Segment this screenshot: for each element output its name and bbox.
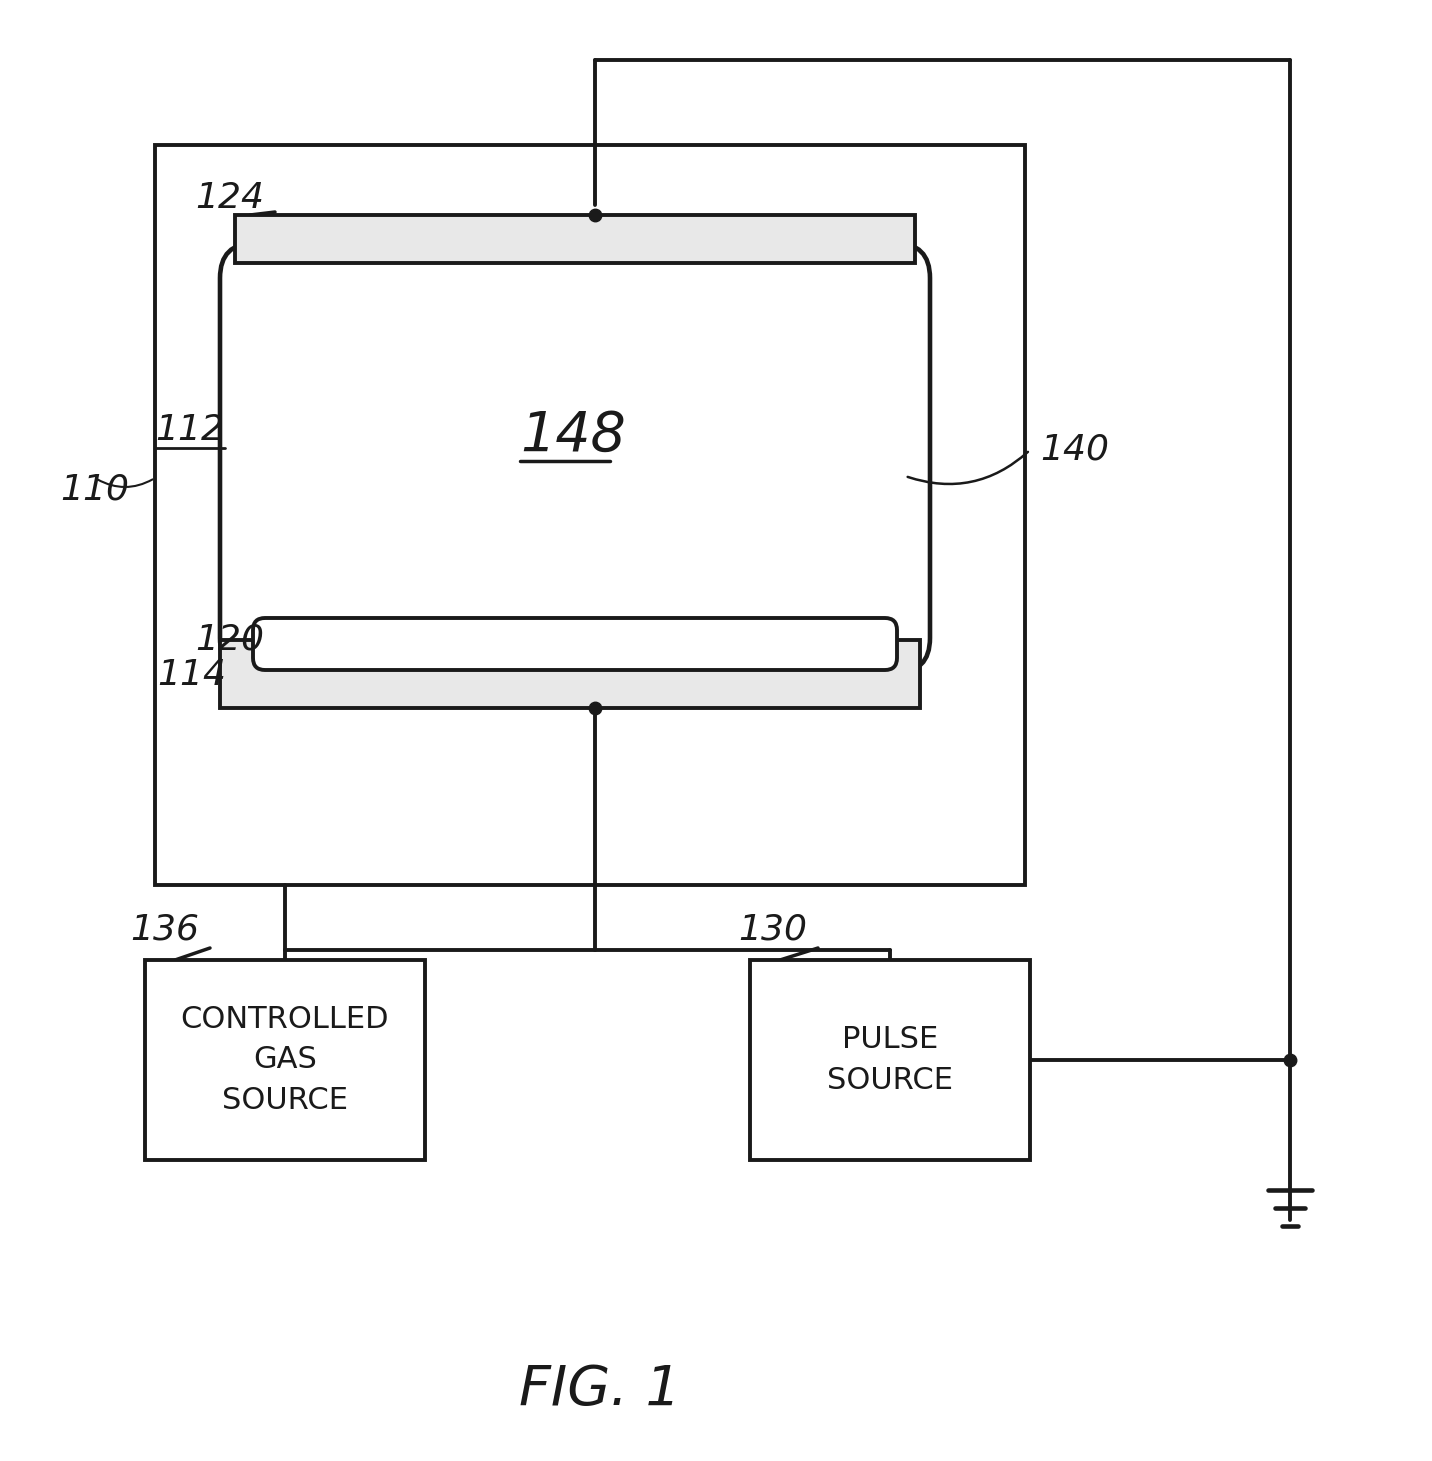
Text: 114: 114 (158, 657, 226, 693)
Text: 110: 110 (60, 473, 129, 507)
Bar (155, 145, 1025, 885)
Text: 148: 148 (520, 409, 626, 462)
Text: 120: 120 (195, 622, 263, 657)
Text: 136: 136 (130, 913, 199, 947)
Text: 140: 140 (1040, 432, 1108, 468)
Bar (750, 960, 1030, 1160)
FancyBboxPatch shape (221, 243, 929, 674)
Text: 112: 112 (155, 413, 223, 447)
Bar (235, 215, 915, 263)
Text: 130: 130 (737, 913, 808, 947)
Text: FIG. 1: FIG. 1 (520, 1363, 680, 1417)
Text: CONTROLLED
GAS
SOURCE: CONTROLLED GAS SOURCE (180, 1005, 390, 1115)
Text: 124: 124 (195, 181, 263, 215)
FancyBboxPatch shape (253, 618, 896, 671)
Bar (145, 960, 425, 1160)
Bar (221, 640, 919, 709)
Text: PULSE
SOURCE: PULSE SOURCE (828, 1026, 954, 1094)
